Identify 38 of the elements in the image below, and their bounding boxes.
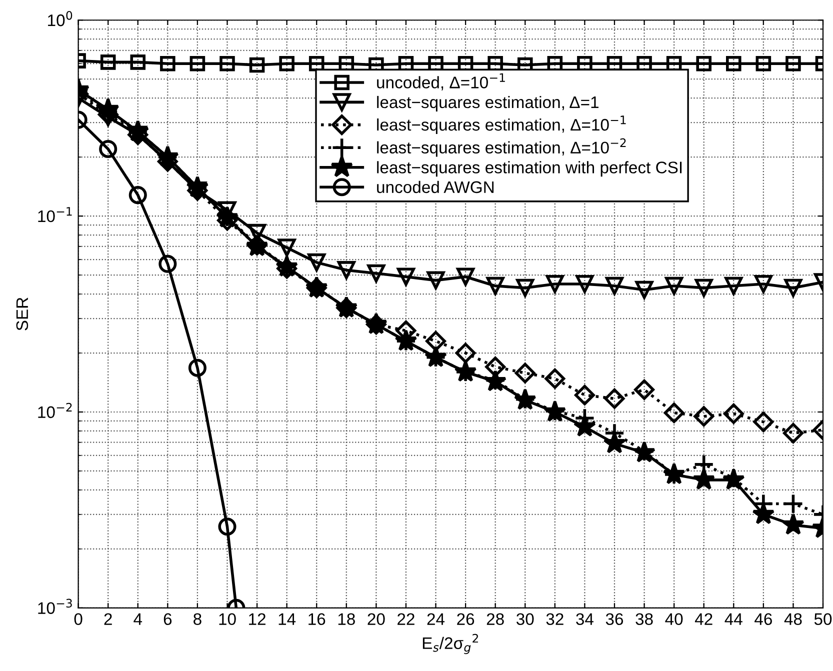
- x-tick-label: 10: [219, 613, 236, 626]
- legend-label: least−squares estimation, Δ=10$^{−1}$: [377, 116, 626, 134]
- x-tick-label: 40: [665, 613, 683, 626]
- x-tick-label: 0: [74, 613, 82, 626]
- x-tick-label: 8: [194, 613, 202, 626]
- legend-label: least−squares estimation, Δ=1: [377, 96, 598, 112]
- x-tick-label: 14: [278, 613, 296, 625]
- y-tick-label: 10$^{−2}$: [38, 402, 72, 418]
- y-axis-title: SER: [16, 298, 28, 330]
- x-tick-label: 24: [427, 613, 445, 625]
- x-tick-label: 34: [576, 613, 594, 626]
- y-tick-label: 10$^{−1}$: [38, 207, 72, 222]
- x-tick-label: 46: [754, 613, 772, 626]
- x-tick-label: 4: [134, 613, 142, 625]
- x-tick-label: 42: [694, 613, 712, 625]
- legend-label: least−squares estimation with perfect CSI: [377, 161, 682, 177]
- x-tick-label: 26: [457, 613, 474, 626]
- x-tick-label: 30: [516, 613, 534, 626]
- x-tick-label: 2: [104, 613, 112, 625]
- x-tick-label: 32: [546, 613, 564, 626]
- x-tick-label: 22: [398, 613, 414, 625]
- x-axis-title: E$_{s}$/2σ$_{g}$$^{2}$: [422, 634, 478, 654]
- x-tick-label: 38: [636, 613, 653, 626]
- x-tick-label: 50: [814, 613, 832, 626]
- y-tick-label: 10$^{0}$: [48, 11, 72, 26]
- x-tick-label: 6: [164, 613, 172, 626]
- x-tick-label: 44: [724, 613, 742, 625]
- x-tick-label: 20: [368, 613, 385, 626]
- x-tick-label: 48: [784, 613, 802, 626]
- x-tick-label: 18: [338, 613, 355, 626]
- x-tick-label: 12: [249, 613, 266, 625]
- x-tick-label: 36: [606, 613, 624, 626]
- y-tick-label: 10$^{−3}$: [38, 598, 72, 614]
- legend-label: least−squares estimation, Δ=10$^{−2}$: [377, 138, 626, 157]
- legend-label: uncoded AWGN: [377, 180, 494, 194]
- x-tick-label: 16: [308, 613, 326, 626]
- x-tick-label: 28: [486, 613, 504, 626]
- legend-label: uncoded, Δ=10$^{−1}$: [377, 73, 505, 90]
